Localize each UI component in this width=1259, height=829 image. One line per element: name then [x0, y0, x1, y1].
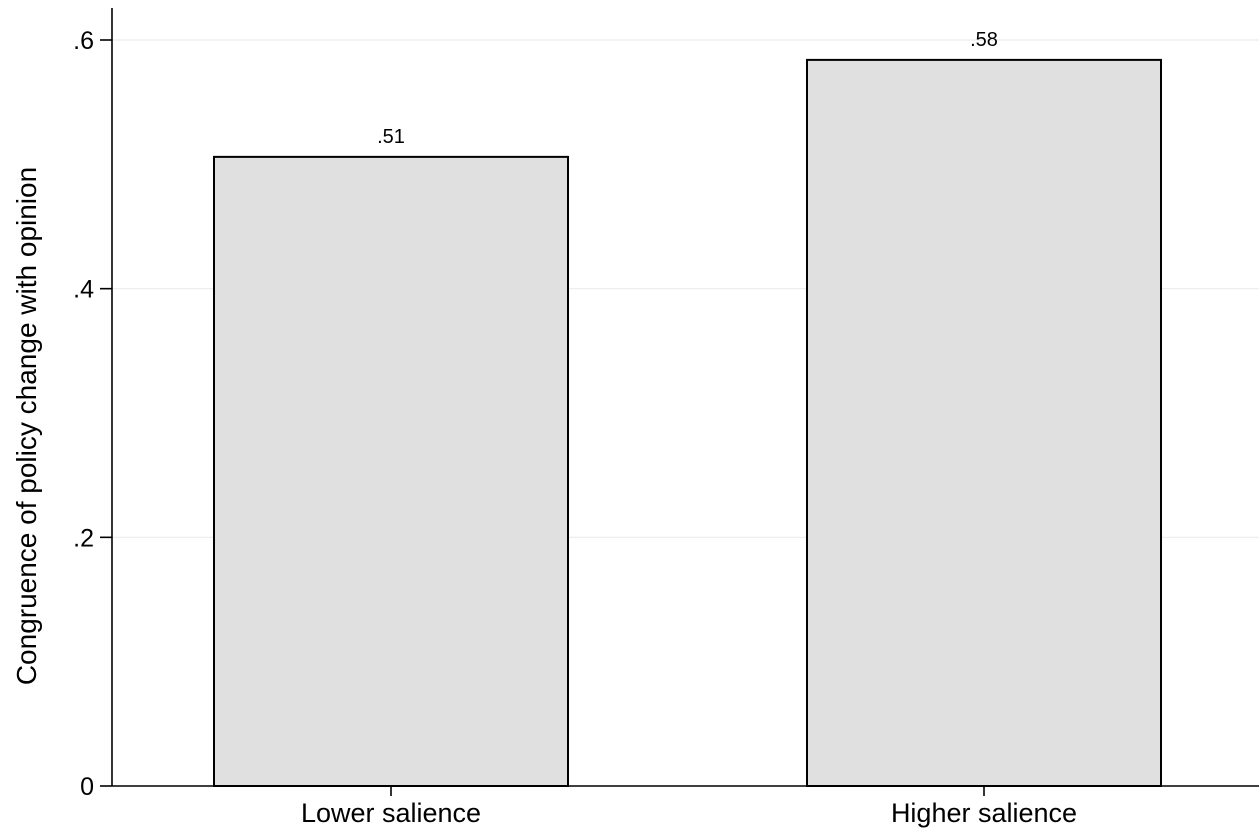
y-tick-label: .6 [73, 27, 94, 55]
x-tick-label: Lower salience [301, 798, 481, 828]
axes [100, 8, 1259, 796]
data-label: .58 [970, 29, 998, 51]
bar [213, 155, 569, 787]
data-label: .51 [377, 126, 405, 148]
y-tick-label: 0 [80, 773, 94, 801]
y-tick-label: .2 [73, 524, 94, 552]
x-tick-label: Higher salience [891, 798, 1077, 828]
y-axis-title: Congruence of policy change with opinion [11, 167, 42, 685]
bars [213, 58, 1162, 788]
bar [806, 58, 1162, 788]
y-tick-label: .4 [73, 276, 94, 304]
labels: 0 .2 .4 .6 Lower salience .51 Higher salience.… [73, 27, 1077, 828]
